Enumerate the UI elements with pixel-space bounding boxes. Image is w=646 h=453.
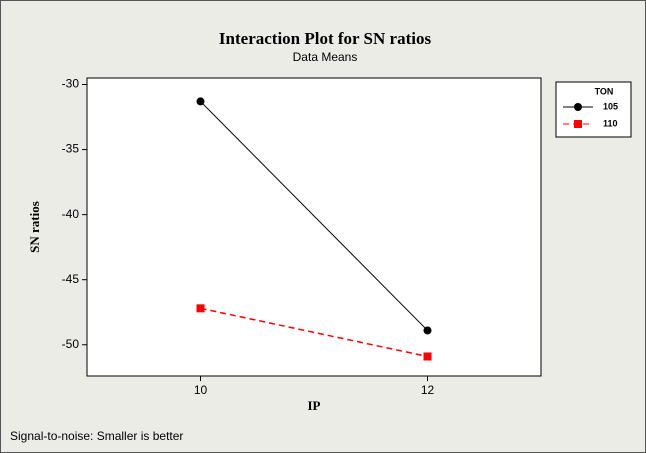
series-line (200, 101, 428, 331)
legend-label: 110 (603, 118, 618, 128)
legend-box (555, 81, 632, 138)
y-tick-label: -30 (62, 77, 80, 91)
marker (196, 97, 205, 106)
legend-label: 105 (603, 101, 618, 111)
footnote: Signal-to-noise: Smaller is better (10, 429, 183, 443)
y-tick-label: -50 (62, 337, 80, 351)
x-tick-label: 10 (194, 383, 208, 397)
x-tick-label: 12 (421, 383, 435, 397)
y-tick-label: -35 (62, 142, 80, 156)
plot-area (86, 77, 542, 377)
marker (196, 304, 205, 313)
series-line (200, 307, 428, 358)
chart-subtitle: Data Means (293, 50, 358, 64)
x-axis-label: IP (308, 398, 321, 413)
legend-marker (574, 103, 582, 111)
chart-title: Interaction Plot for SN ratios (219, 29, 432, 48)
legend-title: TON (595, 86, 614, 96)
y-tick-label: -40 (62, 207, 80, 221)
legend-marker (574, 120, 582, 128)
marker (423, 352, 432, 361)
y-tick-label: -45 (62, 272, 80, 286)
marker (423, 326, 432, 335)
y-axis-label: SN ratios (27, 201, 42, 253)
